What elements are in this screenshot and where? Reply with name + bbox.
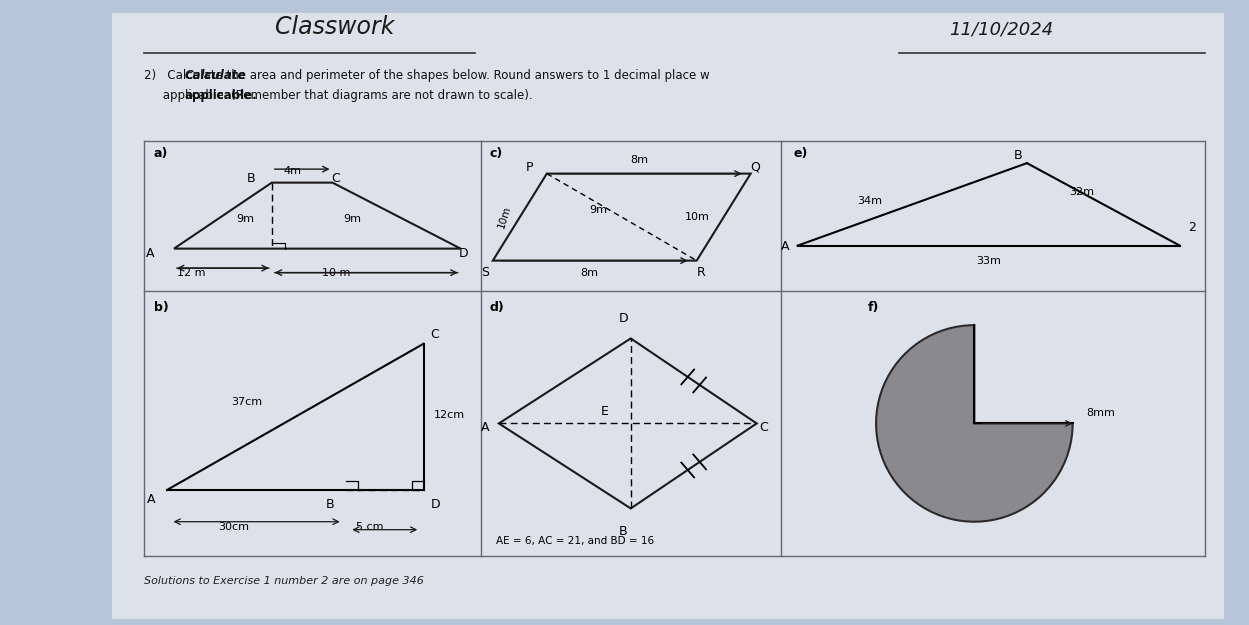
Text: e): e) (793, 147, 808, 159)
FancyBboxPatch shape (112, 12, 1224, 619)
Text: applicable. (Remember that diagrams are not drawn to scale).: applicable. (Remember that diagrams are … (144, 89, 532, 102)
Text: 8mm: 8mm (1085, 408, 1115, 418)
Text: 12cm: 12cm (433, 410, 465, 420)
Text: 33m: 33m (975, 256, 1000, 266)
Text: 11/10/2024: 11/10/2024 (949, 21, 1053, 38)
Text: applicable.: applicable. (185, 89, 257, 102)
Text: B: B (1014, 149, 1023, 162)
Text: 2)   Calculate the area and perimeter of the shapes below. Round answers to 1 de: 2) Calculate the area and perimeter of t… (144, 69, 709, 82)
Text: 12 m: 12 m (176, 268, 205, 278)
Text: E: E (601, 406, 608, 419)
Text: B: B (326, 499, 335, 511)
Text: b): b) (154, 301, 169, 314)
Text: A: A (481, 421, 490, 434)
Text: 30cm: 30cm (217, 522, 249, 532)
Text: A: A (781, 240, 789, 253)
Text: 9m: 9m (343, 214, 362, 224)
Text: f): f) (868, 301, 879, 314)
Text: 5 cm: 5 cm (356, 522, 383, 532)
Text: C: C (430, 329, 440, 341)
Text: Q: Q (751, 161, 761, 174)
Text: 10 m: 10 m (322, 268, 350, 278)
Text: C: C (331, 172, 340, 184)
Text: 4m: 4m (284, 166, 301, 176)
Text: 8m: 8m (631, 155, 648, 165)
Text: D: D (618, 312, 628, 326)
Text: Calculate: Calculate (185, 69, 246, 82)
Text: C: C (759, 421, 768, 434)
Text: D: D (460, 247, 468, 259)
Text: B: B (618, 525, 627, 538)
Text: 34m: 34m (857, 196, 882, 206)
Text: B: B (247, 172, 256, 184)
Text: P: P (526, 161, 533, 174)
Text: Solutions to Exercise 1 number 2 are on page 346: Solutions to Exercise 1 number 2 are on … (144, 576, 423, 586)
Text: S: S (481, 266, 488, 279)
Text: 37cm: 37cm (231, 397, 262, 407)
Text: Classwork: Classwork (275, 16, 395, 39)
Text: D: D (430, 499, 440, 511)
Text: A: A (146, 247, 155, 259)
Text: AE = 6, AC = 21, and BD = 16: AE = 6, AC = 21, and BD = 16 (496, 536, 654, 546)
Text: a): a) (154, 147, 169, 159)
Text: A: A (147, 493, 156, 506)
Text: 10m: 10m (684, 212, 709, 222)
Text: d): d) (490, 301, 505, 314)
Text: c): c) (490, 147, 503, 159)
Text: 10m: 10m (496, 204, 512, 230)
Text: 8m: 8m (580, 268, 598, 278)
Text: 2: 2 (1188, 221, 1197, 234)
Text: 32m: 32m (1069, 187, 1094, 197)
Text: R: R (697, 266, 706, 279)
Text: 9m: 9m (236, 214, 254, 224)
Wedge shape (876, 325, 1073, 522)
Text: 9m: 9m (588, 204, 607, 214)
